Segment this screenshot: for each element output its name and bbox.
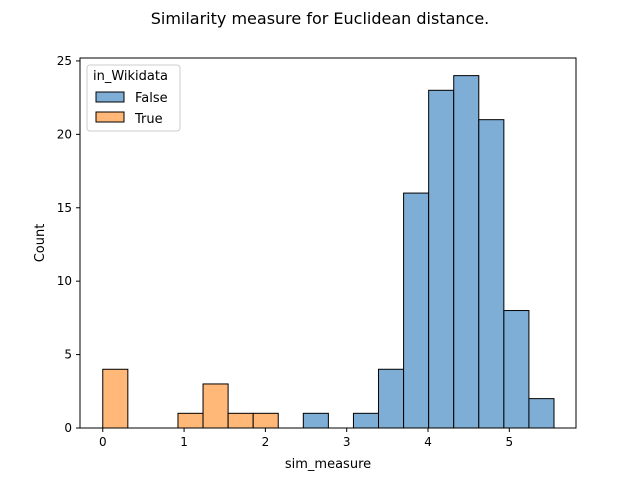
bar-false-10 bbox=[352, 412, 380, 429]
y-tick-label: 5 bbox=[64, 348, 72, 362]
y-axis-label: Count bbox=[33, 224, 48, 263]
legend-label-true: True bbox=[134, 112, 163, 127]
y-axis-ticks: 0 5 10 15 20 25 bbox=[57, 54, 80, 435]
x-tick-label: 0 bbox=[99, 435, 107, 449]
bar-false-11 bbox=[378, 368, 405, 429]
legend-title: in_Wikidata bbox=[93, 69, 168, 84]
bar-true-3 bbox=[177, 412, 204, 429]
bar-false-17 bbox=[528, 398, 555, 429]
x-axis-label: sim_measure bbox=[285, 457, 371, 472]
x-tick-label: 3 bbox=[343, 435, 351, 449]
legend-label-false: False bbox=[135, 91, 168, 106]
bar-false-13 bbox=[428, 89, 455, 429]
bar-false-14 bbox=[453, 75, 480, 429]
bar-false-12 bbox=[403, 192, 430, 429]
x-tick-label: 1 bbox=[180, 435, 188, 449]
chart-title: Similarity measure for Euclidean distanc… bbox=[151, 9, 490, 28]
bar-true-5 bbox=[227, 412, 254, 429]
bar-false-15 bbox=[478, 119, 505, 429]
y-tick-label: 0 bbox=[64, 421, 72, 435]
bars-layer bbox=[102, 75, 555, 429]
x-tick-label: 2 bbox=[262, 435, 270, 449]
x-tick-label: 4 bbox=[424, 435, 432, 449]
bar-true-4 bbox=[202, 383, 229, 429]
y-tick-label: 20 bbox=[57, 127, 72, 141]
bar-false-8 bbox=[302, 412, 329, 429]
legend-swatch-false bbox=[95, 91, 125, 103]
y-tick-label: 15 bbox=[57, 201, 72, 215]
y-tick-label: 10 bbox=[57, 274, 72, 288]
plot-frame bbox=[79, 57, 577, 429]
bar-true-0 bbox=[102, 368, 129, 429]
bar-false-16 bbox=[503, 310, 530, 429]
legend: in_Wikidata False True bbox=[86, 64, 181, 132]
x-axis-ticks: 0 1 2 3 4 5 bbox=[99, 428, 513, 449]
bar-true-6 bbox=[252, 412, 279, 429]
y-tick-label: 25 bbox=[57, 54, 72, 68]
legend-swatch-true bbox=[95, 111, 125, 123]
x-tick-label: 5 bbox=[506, 435, 514, 449]
